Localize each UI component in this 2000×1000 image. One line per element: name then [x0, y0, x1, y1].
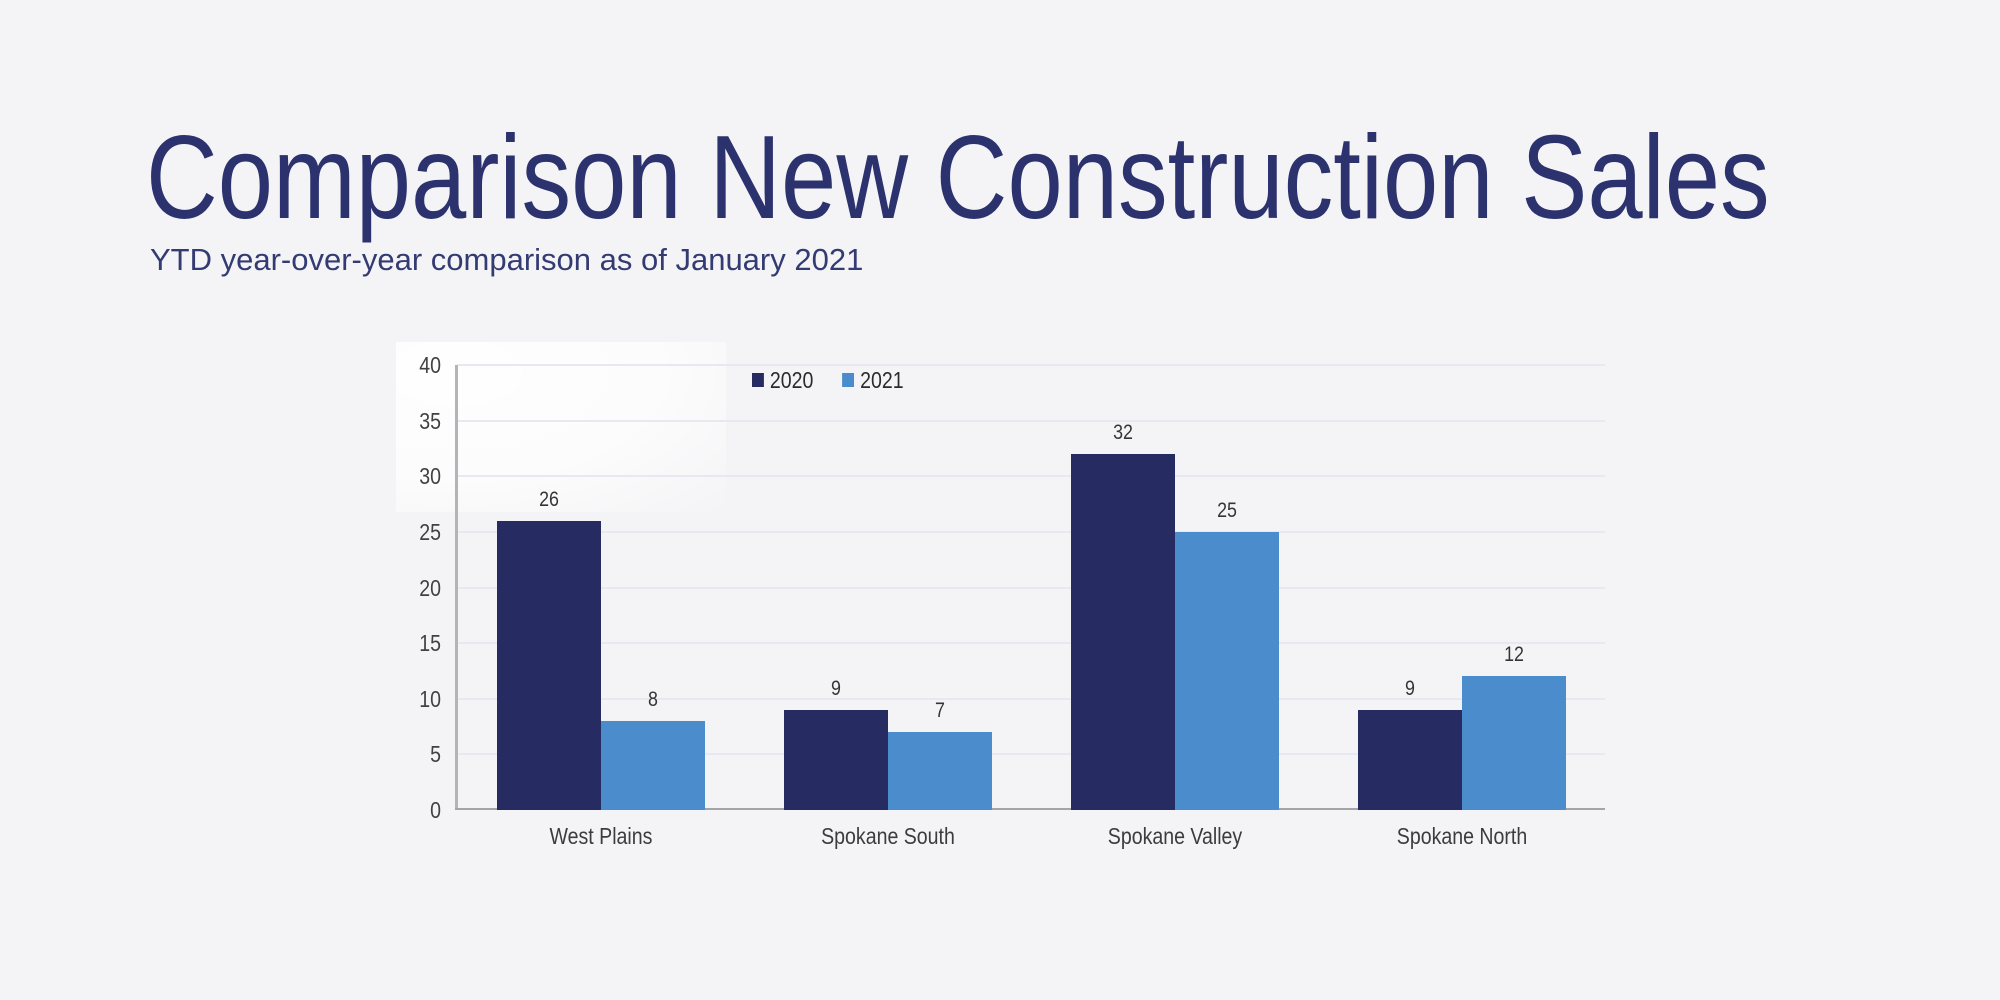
bar-2020-spokane-north — [1357, 710, 1462, 810]
bar-2020-spokane-south — [783, 710, 888, 810]
legend-swatch-2020 — [752, 373, 764, 387]
page-subtitle: YTD year-over-year comparison as of Janu… — [150, 242, 864, 277]
gridline-y-5 — [457, 753, 1605, 756]
bar-2021-west-plains — [600, 721, 705, 810]
legend-label-2020: 2020 — [769, 366, 814, 393]
legend-label-2021: 2021 — [860, 366, 904, 393]
y-tick-label-15: 15 — [419, 630, 441, 657]
x-axis-baseline — [455, 808, 1605, 810]
gridline-y-35 — [457, 419, 1605, 422]
y-tick-label-40: 40 — [419, 352, 441, 378]
bar-2020-west-plains — [496, 521, 601, 810]
value-label-2020-spokane-valley: 32 — [1112, 421, 1133, 444]
bar-2021-spokane-south — [887, 732, 992, 810]
category-label-spokane-valley: Spokane Valley — [1107, 823, 1242, 849]
gridline-y-10 — [457, 697, 1605, 700]
y-tick-label-10: 10 — [419, 685, 441, 712]
legend-swatch-2021 — [842, 373, 855, 387]
gridline-y-25 — [457, 530, 1605, 533]
value-label-2020-west-plains: 26 — [538, 488, 559, 511]
category-label-spokane-north: Spokane North — [1396, 823, 1527, 849]
bar-2020-spokane-valley — [1070, 454, 1175, 810]
y-tick-label-35: 35 — [419, 407, 441, 434]
y-tick-label-20: 20 — [419, 574, 441, 601]
value-label-2020-spokane-south: 9 — [830, 677, 841, 700]
y-tick-label-30: 30 — [419, 463, 441, 490]
y-tick-label-25: 25 — [419, 518, 441, 545]
gridline-y-20 — [457, 586, 1605, 589]
page-title: Comparison New Construction Sales — [146, 111, 1770, 244]
gridline-y-30 — [457, 475, 1605, 478]
category-label-spokane-south: Spokane South — [820, 823, 955, 849]
value-label-2020-spokane-north: 9 — [1404, 677, 1415, 700]
legend-item-2020: 2020 — [752, 366, 814, 393]
bar-2021-spokane-north — [1461, 676, 1566, 810]
y-axis-line — [455, 365, 458, 810]
legend-item-2021: 2021 — [842, 366, 904, 393]
chart-legend: 2020 2021 — [752, 367, 904, 393]
chart-glare-highlight — [396, 342, 726, 512]
y-tick-label-0: 0 — [430, 797, 441, 823]
value-label-2021-spokane-valley: 25 — [1216, 499, 1237, 522]
category-label-west-plains: West Plains — [549, 823, 652, 849]
value-label-2021-spokane-south: 7 — [934, 699, 945, 722]
gridline-y-40 — [457, 364, 1605, 366]
value-label-2021-west-plains: 8 — [647, 688, 658, 711]
bar-2021-spokane-valley — [1174, 532, 1279, 810]
gridline-y-15 — [457, 642, 1605, 645]
y-tick-label-5: 5 — [430, 741, 441, 768]
value-label-2021-spokane-north: 12 — [1503, 643, 1524, 666]
